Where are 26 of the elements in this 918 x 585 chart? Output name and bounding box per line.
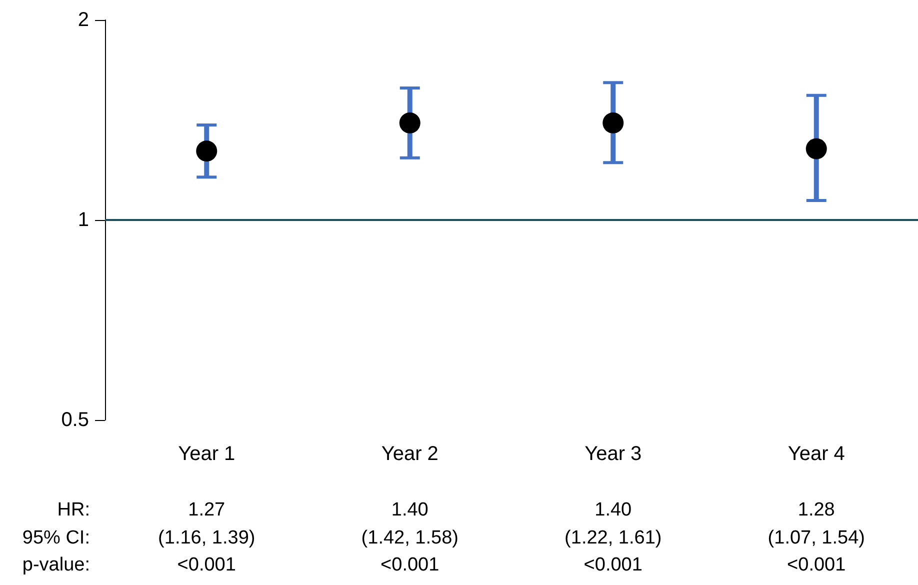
- text: 95% CI:: [22, 528, 90, 548]
- data-label: 1.28: [798, 500, 835, 520]
- text: <0.001: [380, 554, 440, 576]
- point: [399, 112, 420, 134]
- x-tick-label: Year 3: [584, 443, 642, 465]
- text: <0.001: [177, 554, 236, 576]
- y-tick-label: 1: [78, 209, 89, 231]
- y-tick-label: 0.5: [61, 409, 89, 431]
- text: (1.22, 1.61): [564, 528, 662, 548]
- y-tick-label: 2: [78, 9, 89, 31]
- text: (1.07, 1.54): [768, 528, 865, 548]
- text: (1.42, 1.58): [361, 528, 458, 548]
- data-label: 1.27: [188, 500, 226, 520]
- text: HR:: [57, 500, 90, 520]
- text: <0.001: [584, 554, 642, 576]
- x-tick-label: Year 4: [788, 443, 845, 465]
- text: <0.001: [787, 554, 846, 576]
- text: p-value:: [22, 554, 90, 576]
- point: [196, 140, 218, 162]
- x-tick-label: Year 1: [178, 443, 236, 465]
- point: [806, 138, 827, 160]
- data-label: 1.40: [594, 500, 632, 520]
- x-tick-label: Year 2: [381, 443, 438, 465]
- data-label: 1.40: [391, 500, 428, 520]
- text: (1.16, 1.39): [158, 528, 256, 548]
- point: [602, 112, 624, 134]
